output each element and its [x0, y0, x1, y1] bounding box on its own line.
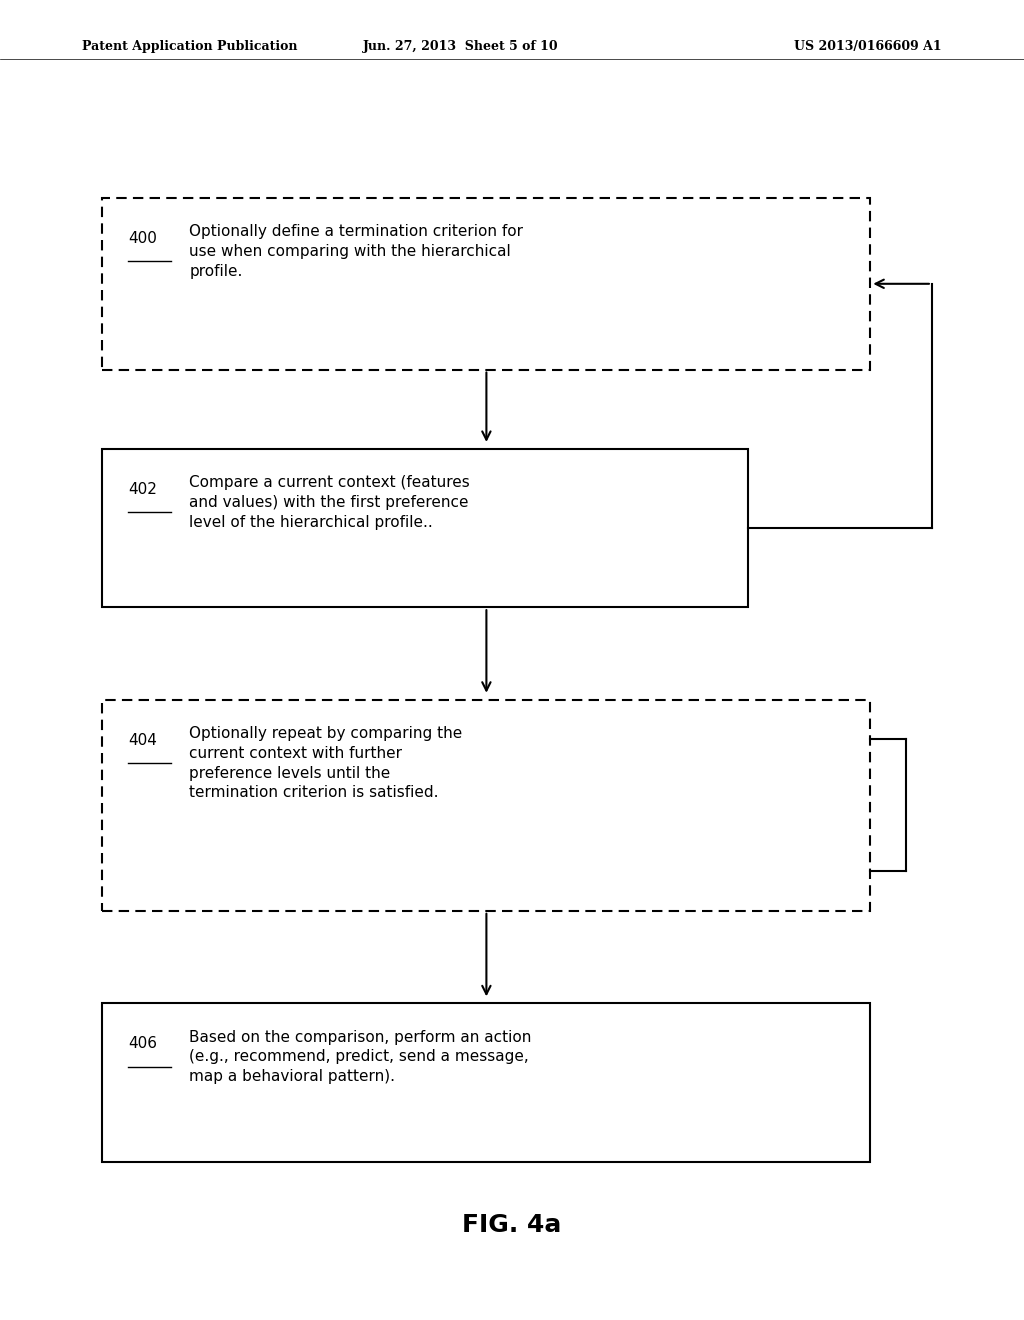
Text: Optionally repeat by comparing the
current context with further
preference level: Optionally repeat by comparing the curre…: [189, 726, 463, 800]
Text: Patent Application Publication: Patent Application Publication: [82, 40, 297, 53]
Text: Compare a current context (features
and values) with the first preference
level : Compare a current context (features and …: [189, 475, 470, 529]
Text: 400: 400: [128, 231, 157, 246]
Bar: [102, 449, 748, 607]
Text: Optionally define a termination criterion for
use when comparing with the hierar: Optionally define a termination criterio…: [189, 224, 523, 279]
Bar: [102, 198, 870, 370]
Bar: [102, 1003, 870, 1162]
Text: FIG. 4a: FIG. 4a: [462, 1213, 562, 1237]
Text: US 2013/0166609 A1: US 2013/0166609 A1: [795, 40, 942, 53]
Text: Jun. 27, 2013  Sheet 5 of 10: Jun. 27, 2013 Sheet 5 of 10: [362, 40, 559, 53]
Text: 406: 406: [128, 1036, 157, 1051]
Text: Based on the comparison, perform an action
(e.g., recommend, predict, send a mes: Based on the comparison, perform an acti…: [189, 1030, 531, 1084]
Text: 402: 402: [128, 482, 157, 496]
Bar: [102, 700, 870, 911]
Text: 404: 404: [128, 733, 157, 747]
